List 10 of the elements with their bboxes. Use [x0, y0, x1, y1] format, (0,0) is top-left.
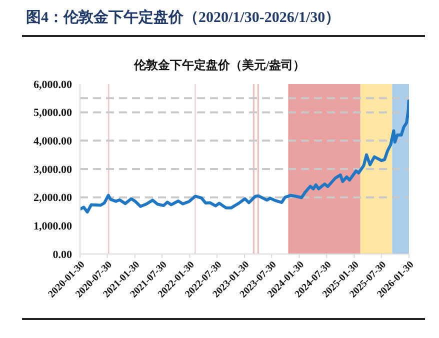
- chart-subtitle: 伦敦金下午定盘价（美元/盎司）: [132, 57, 306, 74]
- y-tick-label: 5,000.00: [34, 107, 72, 120]
- y-tick-label: 4,000.00: [34, 136, 72, 148]
- y-tick-label: 0.00: [52, 248, 72, 261]
- y-tick-label: 3,000.00: [34, 164, 72, 176]
- chart-title: 图4：伦敦金下午定盘价（2020/1/30-2026/1/30）: [26, 8, 340, 27]
- y-tick-label: 6,000.00: [34, 78, 72, 91]
- line-series: [80, 100, 409, 214]
- y-tick-label: 2,000.00: [34, 192, 72, 204]
- y-tick-label: 1,000.00: [34, 220, 72, 233]
